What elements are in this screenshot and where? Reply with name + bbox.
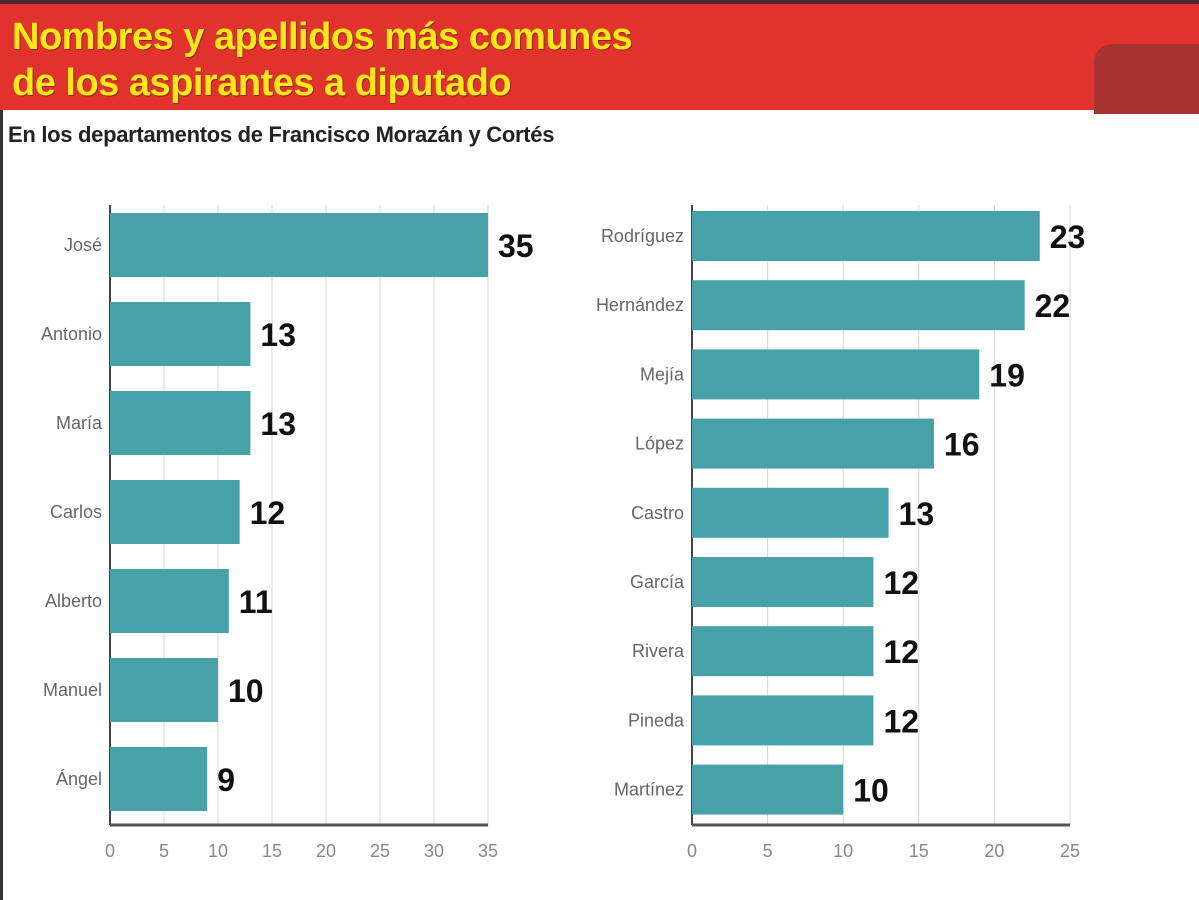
bar (692, 418, 934, 469)
title-line-1: Nombres y apellidos más comunes (12, 16, 633, 58)
category-label: Martínez (614, 780, 684, 800)
header-tab-decoration (1094, 44, 1199, 114)
x-tick-label: 10 (833, 841, 853, 861)
category-label: Alberto (45, 591, 102, 611)
category-label: Pineda (628, 710, 685, 730)
bar (110, 569, 229, 633)
category-label: Carlos (50, 502, 102, 522)
data-label: 12 (883, 565, 919, 601)
data-label: 12 (883, 703, 919, 739)
bar (692, 211, 1040, 261)
data-label: 11 (239, 584, 273, 620)
category-label: Manuel (43, 680, 102, 700)
category-label: Rivera (632, 641, 685, 661)
category-label: María (56, 413, 103, 433)
data-label: 16 (944, 427, 980, 463)
x-tick-label: 25 (370, 841, 390, 861)
bar (110, 391, 251, 455)
data-label: 12 (883, 634, 919, 670)
bar (692, 557, 874, 607)
bar (692, 764, 844, 815)
data-label: 35 (498, 228, 534, 264)
category-label: Mejía (640, 364, 685, 384)
bar (692, 695, 874, 746)
bar (692, 280, 1025, 331)
data-label: 9 (217, 762, 235, 798)
x-tick-label: 15 (909, 841, 929, 861)
data-label: 13 (260, 406, 296, 442)
x-tick-label: 0 (687, 841, 697, 861)
bar (692, 487, 889, 538)
bar (692, 626, 874, 677)
x-tick-label: 20 (984, 841, 1004, 861)
category-label: Antonio (41, 324, 102, 344)
bar (110, 213, 488, 277)
data-label: 19 (989, 357, 1025, 393)
category-label: Rodríguez (601, 226, 684, 246)
category-label: Ángel (56, 769, 102, 789)
x-tick-label: 35 (478, 841, 498, 861)
page-title: Nombres y apellidos más comunes de los a… (12, 14, 633, 106)
category-label: López (635, 434, 684, 454)
data-label: 10 (228, 673, 264, 709)
category-label: Hernández (596, 295, 684, 315)
bar (110, 747, 208, 811)
chart-first-names: 0 5 10 15 20 25 30 35 José 35 Antonio 13 María 13 Carl… (41, 205, 534, 861)
subtitle: En los departamentos de Francisco Morazá… (8, 122, 555, 147)
x-tick-label: 0 (105, 841, 115, 861)
chart-surnames: 0 5 10 15 20 25 Rodríguez 23 Hernández 22 Mejía 19 L… (596, 205, 1085, 861)
x-tick-label: 15 (262, 841, 282, 861)
data-label: 22 (1035, 288, 1071, 324)
bar (110, 302, 251, 366)
x-tick-label: 5 (763, 841, 773, 861)
x-tick-label: 20 (316, 841, 336, 861)
x-tick-label: 25 (1060, 841, 1080, 861)
left-border (0, 110, 3, 900)
x-tick-label: 10 (208, 841, 228, 861)
bar (110, 658, 218, 722)
title-line-2: de los aspirantes a diputado (12, 62, 512, 104)
x-tick-label: 5 (159, 841, 169, 861)
bar (692, 349, 980, 400)
category-label: José (64, 235, 102, 255)
data-label: 13 (260, 317, 296, 353)
header-banner: Nombres y apellidos más comunes de los a… (0, 0, 1199, 114)
category-label: Castro (631, 503, 684, 523)
data-label: 12 (250, 495, 286, 531)
x-tick-label: 30 (424, 841, 444, 861)
category-label: García (630, 572, 685, 592)
bar (110, 480, 240, 544)
data-label: 23 (1050, 219, 1086, 255)
data-label: 13 (899, 496, 935, 532)
data-label: 10 (853, 773, 889, 809)
